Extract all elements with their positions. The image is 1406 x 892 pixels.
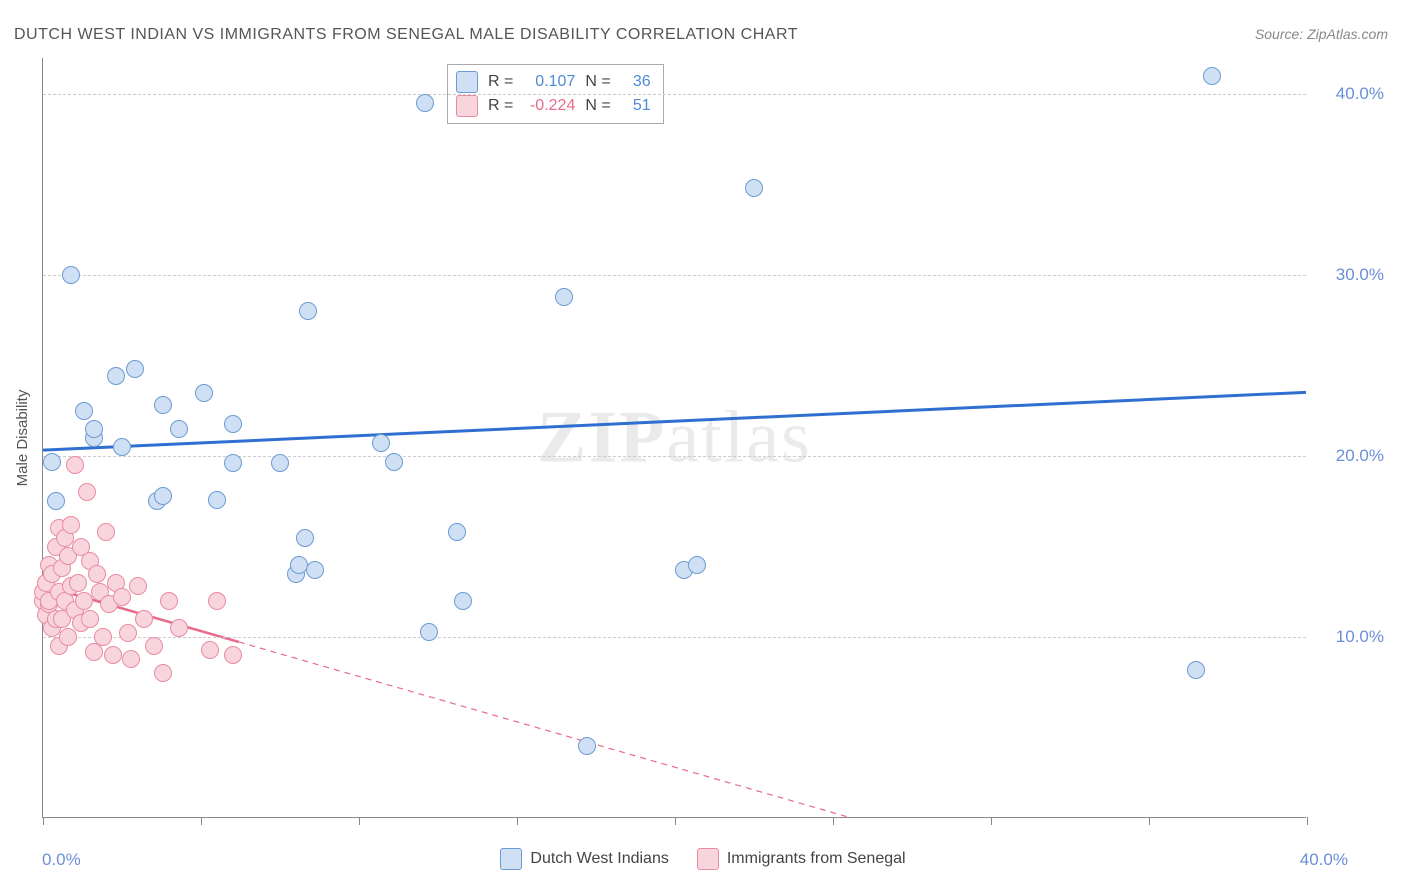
data-point-dutch [688,556,706,574]
data-point-dutch [154,487,172,505]
data-point-dutch [555,288,573,306]
data-point-dutch [1187,661,1205,679]
data-point-dutch [578,737,596,755]
gridline [43,94,1306,95]
data-point-senegal [208,592,226,610]
chart-container: DUTCH WEST INDIAN VS IMMIGRANTS FROM SEN… [0,0,1406,892]
data-point-dutch [62,266,80,284]
data-point-dutch [113,438,131,456]
data-point-dutch [224,454,242,472]
data-point-dutch [43,453,61,471]
x-tick [43,817,44,825]
data-point-dutch [296,529,314,547]
source-attribution: Source: ZipAtlas.com [1255,26,1388,42]
watermark: ZIPatlas [537,395,812,480]
legend-swatch-senegal [697,848,719,870]
legend-swatch-senegal [456,95,478,117]
data-point-senegal [170,619,188,637]
data-point-dutch [224,415,242,433]
x-tick [517,817,518,825]
series-legend: Dutch West Indians Immigrants from Seneg… [0,848,1406,870]
data-point-senegal [62,516,80,534]
data-point-senegal [145,637,163,655]
data-point-dutch [195,384,213,402]
plot-area: ZIPatlas R = 0.107 N = 36 R = -0.224 N =… [42,58,1306,818]
data-point-senegal [81,610,99,628]
data-point-senegal [135,610,153,628]
correlation-row-senegal: R = -0.224 N = 51 [456,94,651,118]
y-tick-label: 10.0% [1336,627,1384,647]
legend-label-dutch: Dutch West Indians [530,850,668,868]
trend-lines-svg [43,58,1306,817]
data-point-dutch [126,360,144,378]
data-point-dutch [1203,67,1221,85]
data-point-senegal [88,565,106,583]
x-tick [675,817,676,825]
x-tick [991,817,992,825]
x-tick [1307,817,1308,825]
data-point-dutch [85,420,103,438]
data-point-dutch [271,454,289,472]
gridline [43,637,1306,638]
legend-swatch-dutch [500,848,522,870]
data-point-senegal [94,628,112,646]
data-point-dutch [454,592,472,610]
data-point-dutch [75,402,93,420]
data-point-senegal [78,483,96,501]
data-point-senegal [66,456,84,474]
data-point-senegal [224,646,242,664]
n-value-senegal: 51 [621,97,651,115]
data-point-senegal [69,574,87,592]
r-label: R = [488,97,513,115]
gridline [43,275,1306,276]
data-point-dutch [208,491,226,509]
x-tick [1149,817,1150,825]
data-point-senegal [129,577,147,595]
data-point-dutch [416,94,434,112]
r-value-senegal: -0.224 [523,97,575,115]
n-label: N = [585,97,610,115]
data-point-dutch [420,623,438,641]
watermark-atlas: atlas [666,396,812,478]
legend-label-senegal: Immigrants from Senegal [727,850,906,868]
legend-swatch-dutch [456,71,478,93]
y-tick-label: 30.0% [1336,265,1384,285]
data-point-senegal [59,628,77,646]
legend-item-senegal: Immigrants from Senegal [697,848,906,870]
data-point-dutch [448,523,466,541]
data-point-dutch [154,396,172,414]
n-label: N = [585,73,610,91]
y-tick-label: 40.0% [1336,84,1384,104]
data-point-dutch [745,179,763,197]
chart-title: DUTCH WEST INDIAN VS IMMIGRANTS FROM SEN… [14,26,798,44]
data-point-dutch [47,492,65,510]
data-point-senegal [160,592,178,610]
x-tick [201,817,202,825]
y-tick-label: 20.0% [1336,446,1384,466]
data-point-senegal [104,646,122,664]
data-point-senegal [119,624,137,642]
correlation-row-dutch: R = 0.107 N = 36 [456,70,651,94]
n-value-dutch: 36 [621,73,651,91]
data-point-dutch [372,434,390,452]
data-point-dutch [170,420,188,438]
data-point-dutch [385,453,403,471]
x-tick [359,817,360,825]
data-point-senegal [201,641,219,659]
data-point-dutch [306,561,324,579]
data-point-senegal [113,588,131,606]
data-point-dutch [107,367,125,385]
r-value-dutch: 0.107 [523,73,575,91]
r-label: R = [488,73,513,91]
data-point-senegal [122,650,140,668]
watermark-zip: ZIP [537,396,666,478]
legend-item-dutch: Dutch West Indians [500,848,668,870]
trend-line [239,642,848,817]
data-point-senegal [97,523,115,541]
data-point-dutch [299,302,317,320]
data-point-senegal [154,664,172,682]
y-axis-title: Male Disability [14,390,31,487]
x-tick [833,817,834,825]
